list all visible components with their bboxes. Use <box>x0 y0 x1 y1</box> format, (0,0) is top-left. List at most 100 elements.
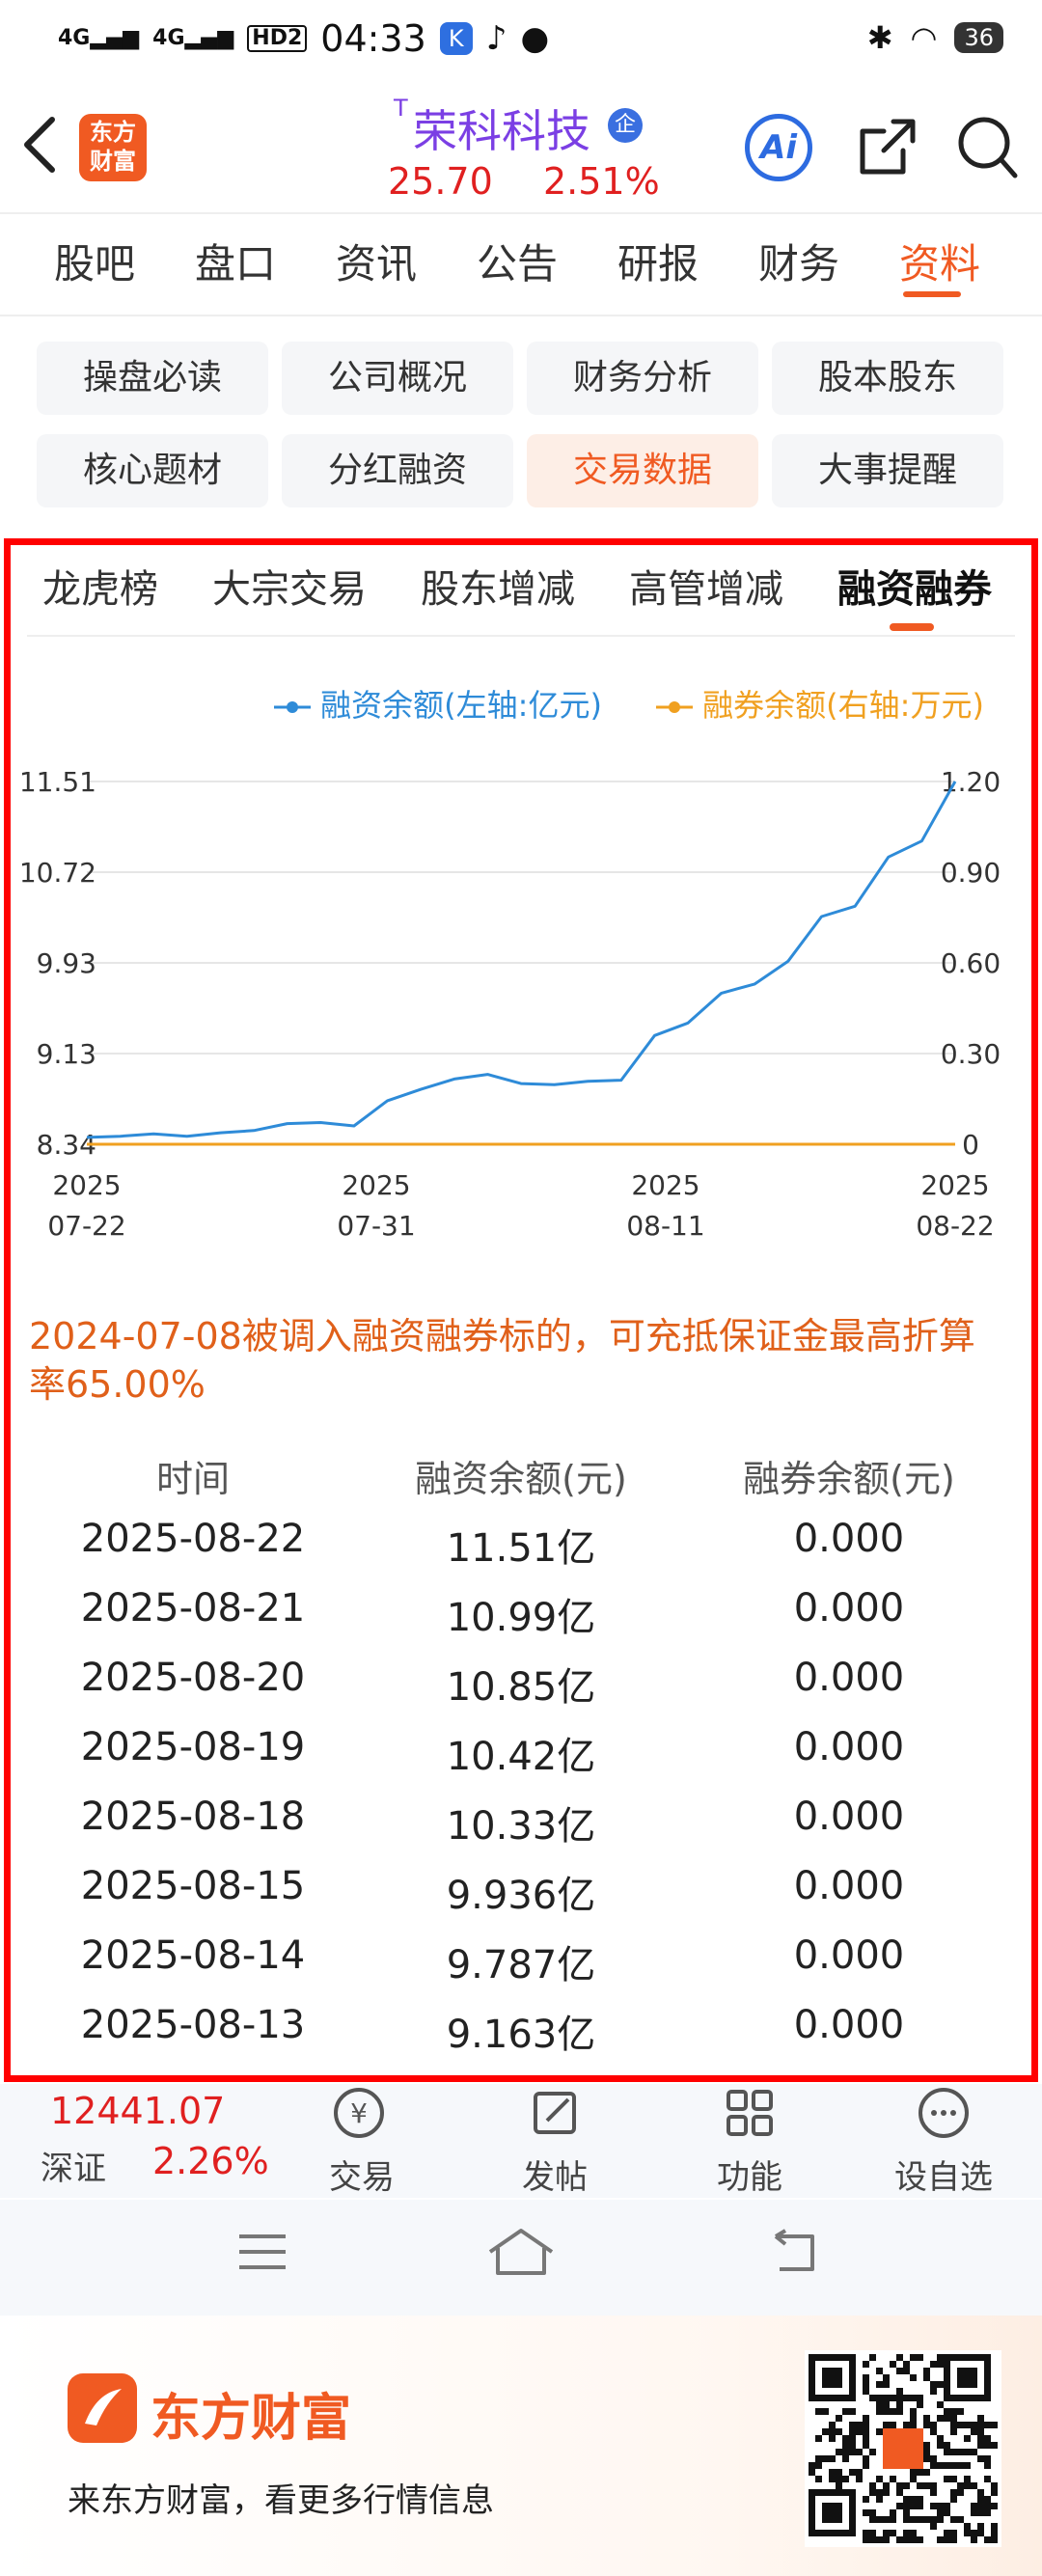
chip-shareholders[interactable]: 股本股东 <box>772 342 1003 415</box>
index-value[interactable]: 12441.07 <box>50 2090 226 2132</box>
nav-post[interactable]: 发帖 <box>497 2084 613 2198</box>
search-icon[interactable] <box>955 114 1019 185</box>
cell-date: 2025-08-15 <box>80 1864 306 1908</box>
tab-research[interactable]: 研报 <box>617 240 699 288</box>
index-name[interactable]: 深证 <box>41 2150 106 2188</box>
tab-guba[interactable]: 股吧 <box>54 240 136 288</box>
qr-module <box>876 2428 883 2435</box>
chip-financial-analysis[interactable]: 财务分析 <box>527 342 758 415</box>
qr-module <box>950 2496 957 2503</box>
chip-dividends-financing[interactable]: 分红融资 <box>282 434 513 507</box>
qr-module <box>903 2530 910 2536</box>
y-left-tick: 8.34 <box>37 1129 96 1161</box>
qr-module <box>822 2455 829 2462</box>
qr-module <box>842 2449 849 2455</box>
subtab-exec-changes[interactable]: 高管增减 <box>629 567 783 612</box>
app-k-icon: K <box>439 22 473 55</box>
qr-module <box>971 2530 977 2536</box>
qr-module <box>876 2476 883 2482</box>
qr-module <box>836 2482 842 2489</box>
chip-core-themes[interactable]: 核心题材 <box>37 434 268 507</box>
subtab-margin-trading[interactable]: 融资融券 <box>837 567 992 612</box>
ai-assistant-button[interactable]: Ai <box>745 114 812 181</box>
share-icon[interactable] <box>855 116 919 183</box>
legend-securities-marker <box>656 701 693 713</box>
cell-financing: 11.51亿 <box>446 1526 596 1571</box>
tab-announcements[interactable]: 公告 <box>477 240 559 288</box>
chip-trading-must-read[interactable]: 操盘必读 <box>37 342 268 415</box>
qr-module <box>903 2516 910 2523</box>
qr-module <box>957 2422 964 2428</box>
qr-code[interactable] <box>805 2350 1001 2547</box>
qr-module <box>842 2435 849 2442</box>
y-right-tick: 0.30 <box>941 1038 1001 1070</box>
subtab-dragon-tiger[interactable]: 龙虎榜 <box>42 567 158 612</box>
wifi-icon: ◠ <box>910 19 938 56</box>
qr-module <box>917 2401 923 2408</box>
subtab-holder-changes[interactable]: 股东增减 <box>421 567 575 612</box>
chip-trading-data[interactable]: 交易数据 <box>527 434 758 507</box>
nav-add-watchlist[interactable]: 设自选 <box>886 2084 1001 2198</box>
qr-module <box>869 2530 876 2536</box>
qr-module <box>944 2449 950 2455</box>
nav-trade[interactable]: ¥ 交易 <box>304 2084 420 2198</box>
qr-module <box>890 2361 896 2368</box>
x-tick-year: 2025 <box>920 1169 989 1201</box>
cell-securities: 0.000 <box>793 2003 905 2047</box>
qr-module <box>977 2455 984 2462</box>
y-right-tick: 0.60 <box>941 947 1001 979</box>
cell-securities: 0.000 <box>793 1586 905 1631</box>
qr-module <box>815 2435 822 2442</box>
app-logo[interactable]: 东方 财富 <box>79 114 147 181</box>
tab-pankou[interactable]: 盘口 <box>195 240 277 288</box>
qr-module <box>863 2361 869 2368</box>
qr-module <box>984 2536 991 2543</box>
subtab-block-trades[interactable]: 大宗交易 <box>212 567 367 612</box>
qr-module <box>822 2408 829 2415</box>
qr-module <box>977 2509 984 2516</box>
qr-module <box>863 2530 869 2536</box>
qr-module <box>836 2449 842 2455</box>
qr-module <box>849 2442 856 2449</box>
tab-finance[interactable]: 财务 <box>758 240 840 288</box>
qr-module <box>815 2462 822 2469</box>
nav-functions[interactable]: 功能 <box>692 2084 808 2198</box>
tab-profile[interactable]: 资料 <box>899 240 981 288</box>
qr-module <box>829 2435 836 2442</box>
qr-module <box>937 2536 944 2543</box>
subtab-indicator <box>890 623 934 631</box>
qr-module <box>856 2469 863 2476</box>
qr-module <box>876 2381 883 2388</box>
stock-name[interactable]: 荣科科技 <box>413 105 590 157</box>
qr-module <box>896 2354 903 2361</box>
qr-module <box>930 2489 937 2496</box>
qr-module <box>991 2536 998 2543</box>
qr-module <box>863 2509 869 2516</box>
qr-module <box>883 2428 923 2469</box>
status-time: 04:33 <box>320 17 426 60</box>
qr-module <box>984 2496 991 2503</box>
menu-icon[interactable] <box>235 2231 289 2273</box>
qr-module <box>977 2496 984 2503</box>
qr-module <box>896 2388 903 2395</box>
qr-module <box>896 2489 903 2496</box>
tab-news[interactable]: 资讯 <box>336 240 418 288</box>
chip-company-overview[interactable]: 公司概况 <box>282 342 513 415</box>
qr-module <box>944 2530 950 2536</box>
chip-major-events[interactable]: 大事提醒 <box>772 434 1003 507</box>
qr-module <box>917 2469 923 2476</box>
back-nav-icon[interactable] <box>766 2229 820 2275</box>
qr-module <box>822 2368 842 2388</box>
qr-module <box>903 2361 910 2368</box>
tabs-divider <box>0 315 1042 316</box>
back-icon[interactable] <box>19 114 58 186</box>
cell-date: 2025-08-19 <box>80 1725 306 1769</box>
qr-module <box>883 2422 890 2428</box>
chat-bubble-icon: ● <box>520 19 550 58</box>
qr-module <box>950 2489 957 2496</box>
qr-module <box>930 2428 937 2435</box>
home-icon[interactable] <box>486 2227 556 2277</box>
qr-module <box>964 2449 971 2455</box>
qr-module <box>822 2503 842 2523</box>
qr-module <box>903 2496 910 2503</box>
